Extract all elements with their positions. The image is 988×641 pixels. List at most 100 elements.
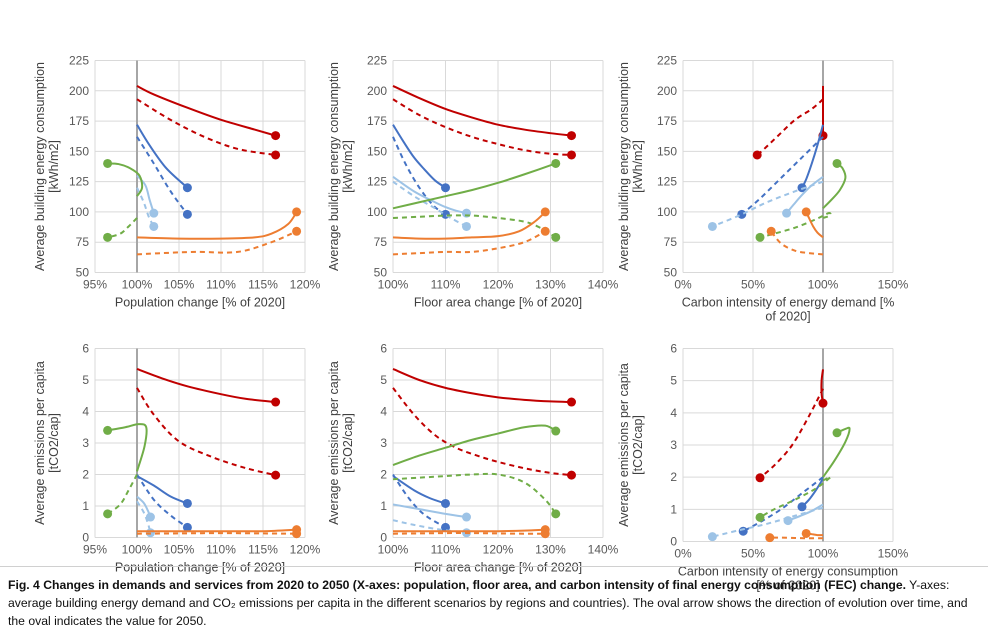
series-line-10	[392, 230, 546, 256]
chart-panel-6: 0 1 2 3 4 5 6 0% 50% 100% 150% Carbon intensity of …	[617, 342, 909, 593]
end-point-2050	[567, 470, 576, 480]
x-axis-label: Floor area change [% of 2020]	[414, 296, 582, 310]
end-point-2050	[441, 498, 450, 508]
end-point-2050	[149, 221, 159, 231]
x-tick-label: 150%	[878, 278, 909, 292]
x-tick-label: 150%	[878, 547, 909, 561]
x-tick-label: 100%	[808, 547, 839, 561]
caption-bold: Fig. 4 Changes in demands and services f…	[8, 578, 907, 592]
end-point-2050	[567, 397, 576, 407]
end-point-2050	[271, 397, 281, 407]
y-axis-label: Average emissions per capita	[33, 361, 47, 525]
end-point-2050	[801, 528, 811, 538]
y-tick-label: 175	[69, 114, 89, 128]
y-tick-label: 1	[380, 499, 387, 513]
series-line-6	[712, 506, 824, 538]
end-point-2050	[292, 207, 302, 217]
series-line-5	[785, 175, 824, 214]
y-tick-label: 225	[69, 54, 89, 68]
y-axis-label: [tCO2/cap]	[341, 413, 355, 473]
end-point-2050	[103, 232, 113, 242]
end-point-2050	[755, 512, 765, 522]
x-tick-label: 120%	[483, 543, 514, 557]
series-line-10	[770, 230, 824, 256]
series-line-8	[759, 476, 832, 519]
end-point-2050	[540, 226, 550, 236]
series-line-4	[742, 476, 824, 533]
x-axis-label: [% of 2020]	[756, 579, 819, 593]
series-line-4	[136, 136, 189, 215]
series-line-4	[136, 473, 188, 529]
end-point-2050	[551, 426, 561, 436]
x-tick-label: 50%	[741, 547, 765, 561]
y-tick-label: 200	[657, 84, 677, 98]
y-tick-label: 100	[69, 205, 89, 219]
y-tick-label: 2	[670, 470, 677, 484]
y-tick-label: 125	[657, 175, 677, 189]
series-line-6	[392, 180, 467, 228]
end-point-2050	[707, 221, 717, 231]
end-point-2050	[567, 131, 576, 141]
series-line-7	[392, 162, 557, 210]
x-axis-label: Carbon intensity of energy consumption	[678, 565, 898, 579]
y-tick-label: 6	[670, 342, 677, 356]
caption-text: Y-axes: average building energy demand a…	[8, 578, 968, 628]
end-point-2050	[567, 150, 576, 160]
series-line-7	[107, 162, 144, 197]
y-tick-label: 200	[69, 84, 89, 98]
x-axis-label: Population change [% of 2020]	[115, 561, 285, 575]
end-point-2050	[292, 226, 302, 236]
end-point-2050	[818, 398, 828, 408]
x-axis-label: Population change [% of 2020]	[115, 296, 285, 310]
end-point-2050	[103, 158, 113, 168]
y-tick-label: 0	[82, 531, 89, 545]
end-point-2050	[182, 522, 192, 532]
series-line-3	[392, 124, 447, 189]
y-axis-label: [kWh/m2]	[341, 140, 355, 193]
x-tick-label: 110%	[431, 278, 461, 292]
x-tick-label: 140%	[588, 543, 619, 557]
caption-divider	[0, 566, 988, 567]
x-tick-label: 95%	[83, 278, 107, 292]
series-line-8	[392, 214, 557, 239]
series-line-8	[107, 217, 138, 239]
series-line-5	[392, 175, 467, 215]
series-line-2	[756, 98, 824, 156]
x-tick-label: 100%	[122, 543, 153, 557]
end-point-2050	[103, 425, 113, 435]
series-line-7	[392, 424, 557, 466]
y-tick-label: 50	[374, 266, 388, 280]
series-line-10	[136, 230, 297, 256]
series-line-3	[801, 478, 824, 508]
y-axis-label: Average emissions per capita	[617, 363, 631, 527]
end-point-2050	[145, 512, 155, 522]
series-line-2	[392, 387, 572, 477]
y-tick-label: 100	[657, 205, 677, 219]
y-tick-label: 0	[670, 535, 677, 549]
x-tick-label: 100%	[378, 543, 409, 557]
end-point-2050	[462, 221, 471, 231]
y-axis-label: [tCO2/cap]	[47, 413, 61, 473]
end-point-2050	[271, 150, 281, 160]
x-tick-label: 100%	[378, 278, 409, 292]
end-point-2050	[797, 183, 807, 193]
y-tick-label: 4	[380, 405, 387, 419]
y-tick-label: 5	[82, 373, 89, 387]
x-tick-label: 120%	[290, 278, 321, 292]
y-tick-label: 4	[670, 406, 677, 420]
end-point-2050	[766, 226, 776, 236]
series-line-2	[759, 388, 824, 479]
x-axis-label: Floor area change [% of 2020]	[414, 561, 582, 575]
series-line-4	[741, 136, 824, 216]
series-line-2	[136, 387, 276, 477]
end-point-2050	[182, 209, 192, 219]
y-tick-label: 175	[657, 114, 677, 128]
x-tick-label: 100%	[808, 278, 839, 292]
end-point-2050	[752, 150, 762, 160]
end-point-2050	[462, 512, 471, 522]
end-point-2050	[182, 183, 192, 193]
x-tick-label: 120%	[483, 278, 514, 292]
end-point-2050	[103, 509, 113, 519]
series-line-3	[392, 475, 446, 505]
